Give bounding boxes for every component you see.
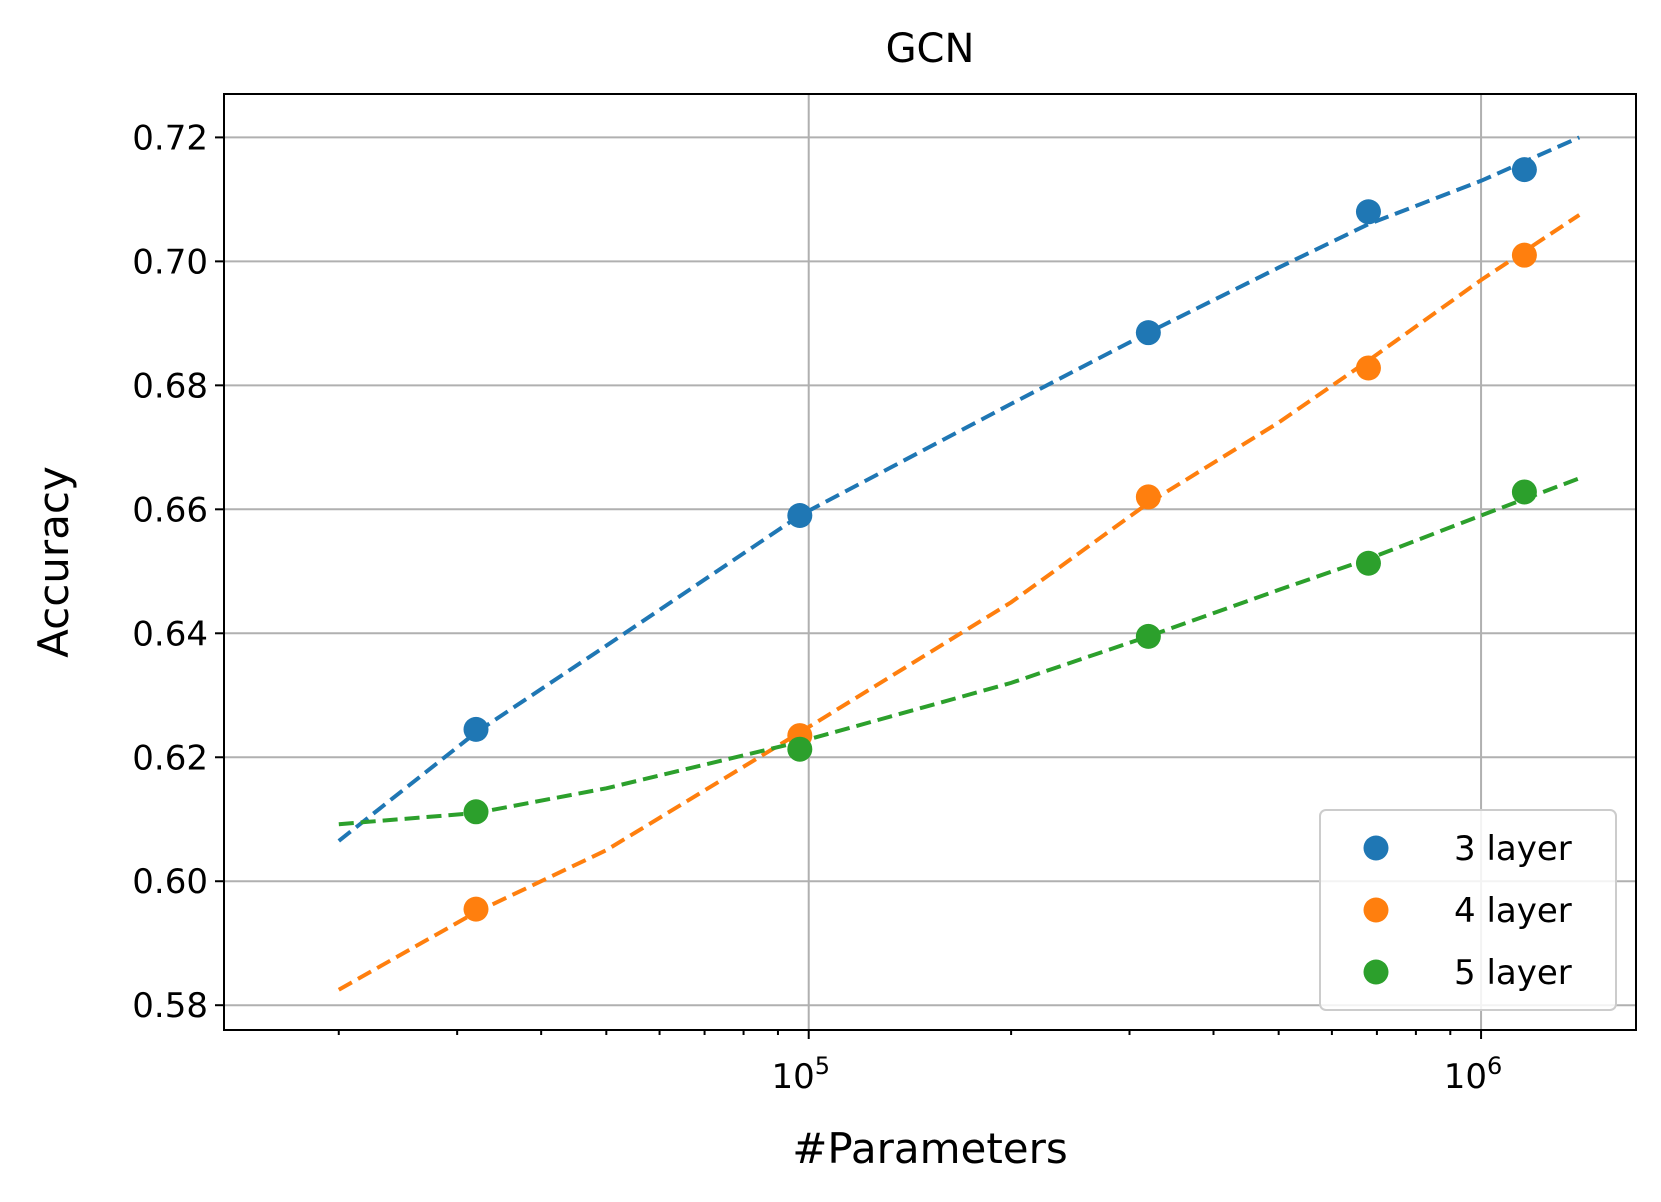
plot-area-frame xyxy=(223,93,1637,1031)
legend-label: 3 layer xyxy=(1454,829,1572,869)
y-tick-label: 0.66 xyxy=(132,490,208,530)
data-point-series-3 xyxy=(463,799,489,825)
data-point-series-1 xyxy=(1135,320,1161,346)
legend-marker xyxy=(1363,897,1389,923)
y-tick-label: 0.60 xyxy=(132,862,208,902)
y-tick-label: 0.64 xyxy=(132,614,208,654)
data-point-series-3 xyxy=(1511,479,1537,505)
data-point-series-2 xyxy=(463,896,489,922)
legend-marker xyxy=(1363,835,1389,861)
x-tick-base: 10 xyxy=(771,1057,814,1097)
fit-line-series-3 xyxy=(338,476,1581,827)
y-tick-label: 0.70 xyxy=(132,242,208,282)
x-axis-label: #Parameters xyxy=(792,1124,1068,1173)
data-point-series-3 xyxy=(1355,550,1381,576)
x-tick-base: 10 xyxy=(1444,1057,1487,1097)
legend-marker xyxy=(1363,959,1389,985)
y-tick-label: 0.68 xyxy=(132,366,208,406)
data-point-series-1 xyxy=(787,503,813,529)
data-point-series-3 xyxy=(1135,623,1161,649)
y-tick-label: 0.72 xyxy=(132,118,208,158)
legend: 3 layer 4 layer 5 layer xyxy=(1319,809,1617,1011)
data-point-series-2 xyxy=(1511,242,1537,268)
y-tick-label: 0.58 xyxy=(132,986,208,1026)
fit-lines xyxy=(337,135,1581,992)
legend-box xyxy=(1319,809,1617,1011)
data-points xyxy=(463,157,1537,922)
legend-label: 4 layer xyxy=(1454,891,1572,931)
data-point-series-1 xyxy=(1511,157,1537,183)
data-point-series-1 xyxy=(1355,199,1381,225)
data-point-series-2 xyxy=(1355,355,1381,381)
data-point-series-3 xyxy=(787,736,813,762)
chart-title: GCN xyxy=(886,26,975,72)
x-tick-exponent: 5 xyxy=(815,1052,830,1080)
x-tick-label: 106 xyxy=(1444,1052,1503,1097)
legend-label: 5 layer xyxy=(1454,953,1572,993)
data-point-series-1 xyxy=(463,716,489,742)
fit-line-series-2 xyxy=(337,213,1581,992)
y-tick-label: 0.62 xyxy=(132,738,208,778)
y-axis-label: Accuracy xyxy=(29,466,78,658)
fit-line-series-1 xyxy=(337,135,1581,843)
x-tick-label: 105 xyxy=(771,1052,830,1097)
data-point-series-2 xyxy=(1135,484,1161,510)
x-tick-exponent: 6 xyxy=(1487,1052,1502,1080)
